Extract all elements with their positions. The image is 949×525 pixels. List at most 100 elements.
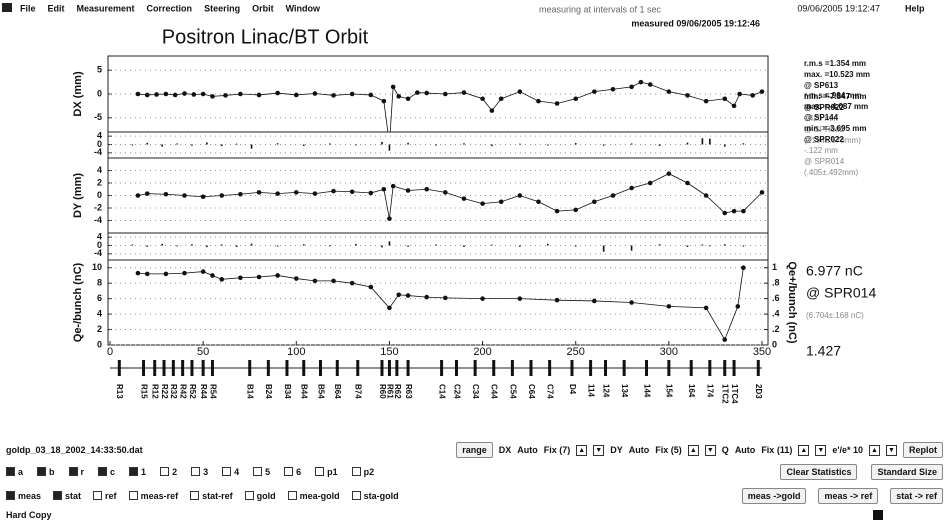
beamline-element (454, 360, 458, 376)
element-label: C24 (452, 384, 461, 399)
deviation-bar (546, 144, 549, 146)
display-checkbox[interactable]: meas (6, 491, 41, 501)
selector-checkbox[interactable]: 6 (284, 467, 301, 477)
element-label: 124 (601, 384, 610, 398)
clear-button[interactable]: Clear Statistics (780, 464, 858, 480)
selector-checkbox[interactable]: 5 (253, 467, 270, 477)
up-arrow[interactable]: ▲ (798, 444, 810, 456)
data-point (461, 196, 467, 201)
selector-checkbox[interactable]: c (98, 467, 115, 477)
copy-button[interactable]: meas ->gold (741, 488, 807, 504)
selector-checkbox[interactable]: 1 (129, 467, 146, 477)
deviation-bar (176, 143, 178, 145)
display-checkbox[interactable]: stat-ref (190, 491, 233, 501)
statistics-line: max. =-4.087 mm (804, 102, 868, 111)
size-button[interactable]: Standard Size (871, 464, 943, 480)
statistics-line: @ SP613 (804, 81, 839, 90)
data-point (536, 199, 541, 205)
down-arrow[interactable]: ▼ (593, 444, 605, 456)
element-label: R15 (139, 384, 148, 399)
mode-option[interactable]: Auto (517, 445, 538, 455)
fix-option[interactable]: Fix (11) (761, 445, 793, 455)
display-checkbox[interactable]: gold (245, 491, 276, 501)
beamline-element (510, 360, 514, 376)
copy-button[interactable]: stat -> ref (890, 488, 943, 504)
x-tick-label: 150 (380, 346, 398, 358)
data-point (182, 270, 187, 276)
data-point (703, 98, 709, 104)
menu-item[interactable]: Correction (147, 3, 193, 13)
menu-item[interactable]: Steering (204, 3, 240, 13)
display-checkbox[interactable]: ref (93, 491, 117, 501)
mode-option[interactable]: Auto (734, 445, 756, 455)
data-point (554, 101, 560, 106)
menu-item[interactable]: File (20, 3, 36, 13)
data-point (275, 273, 280, 278)
data-point (191, 92, 197, 97)
data-point (219, 193, 225, 198)
y-tick-label: 0 (97, 139, 102, 149)
statistics-line: @ SPR014 (806, 285, 876, 301)
display-checkbox[interactable]: mea-gold (288, 491, 340, 501)
element-label: R61 (385, 384, 394, 399)
deviation-bar (407, 142, 409, 145)
menu-help[interactable]: Help (905, 3, 925, 13)
data-point (610, 86, 616, 92)
copy-button[interactable]: meas -> ref (818, 488, 879, 504)
plot-area (131, 138, 745, 151)
selector-checkbox[interactable]: b (37, 467, 55, 477)
selector-checkbox[interactable]: 2 (160, 467, 177, 477)
selector-checkbox[interactable]: a (6, 467, 23, 477)
beamline-element (473, 360, 477, 376)
fix-option[interactable]: Fix (7) (543, 445, 571, 455)
selector-checkbox[interactable]: p1 (315, 467, 338, 477)
down-arrow[interactable]: ▼ (815, 444, 827, 456)
data-point (592, 89, 597, 94)
display-checkbox[interactable]: stat (53, 491, 81, 501)
up-arrow[interactable]: ▲ (869, 444, 880, 456)
down-arrow[interactable]: ▼ (704, 444, 716, 456)
display-checkbox[interactable]: meas-ref (129, 491, 179, 501)
plot-area (135, 79, 765, 132)
data-point (741, 208, 746, 214)
menu-item[interactable]: Measurement (77, 3, 135, 13)
selector-checkbox[interactable]: p2 (352, 467, 375, 477)
menu-item[interactable]: Window (286, 3, 321, 13)
fix-option[interactable]: Fix (5) (655, 445, 682, 455)
deviation-bar (161, 243, 163, 246)
data-point (517, 296, 523, 301)
x-tick-label: 100 (287, 346, 305, 358)
data-point (629, 300, 634, 305)
down-arrow[interactable]: ▼ (886, 444, 897, 456)
element-label: 134 (620, 384, 629, 398)
menu-item[interactable]: Orbit (252, 3, 274, 13)
y-tick-label: 6 (97, 293, 102, 303)
axis-select[interactable]: DX (498, 445, 512, 455)
data-point (759, 89, 765, 94)
data-point (480, 96, 485, 102)
data-point (135, 91, 141, 97)
range-label[interactable]: range (456, 442, 493, 458)
statistics-line: @ SPR062 (804, 125, 845, 134)
element-label: 164 (687, 384, 696, 398)
display-checkbox[interactable]: sta-gold (352, 491, 399, 501)
replot-button[interactable]: Replot (903, 442, 943, 458)
y-tick-label: 4 (97, 131, 102, 141)
up-arrow[interactable]: ▲ (576, 444, 588, 456)
axis-select[interactable]: DY (610, 445, 623, 455)
up-arrow[interactable]: ▲ (687, 444, 699, 456)
element-label: B54 (316, 384, 325, 399)
selector-checkbox[interactable]: 3 (191, 467, 208, 477)
selector-checkbox[interactable]: 4 (222, 467, 239, 477)
element-label: 1TC4 (730, 384, 739, 404)
statistics-line: min. =-7.847 mm (804, 92, 866, 101)
hard-copy[interactable]: Hard Copy (6, 510, 52, 520)
axis-select[interactable]: Q (721, 445, 729, 455)
deviation-bar (146, 142, 149, 145)
series-line (137, 173, 763, 219)
menu-item[interactable]: Edit (48, 3, 65, 13)
deviation-bar (723, 144, 726, 147)
mode-option[interactable]: Auto (628, 445, 650, 455)
selector-checkbox[interactable]: r (69, 467, 85, 477)
